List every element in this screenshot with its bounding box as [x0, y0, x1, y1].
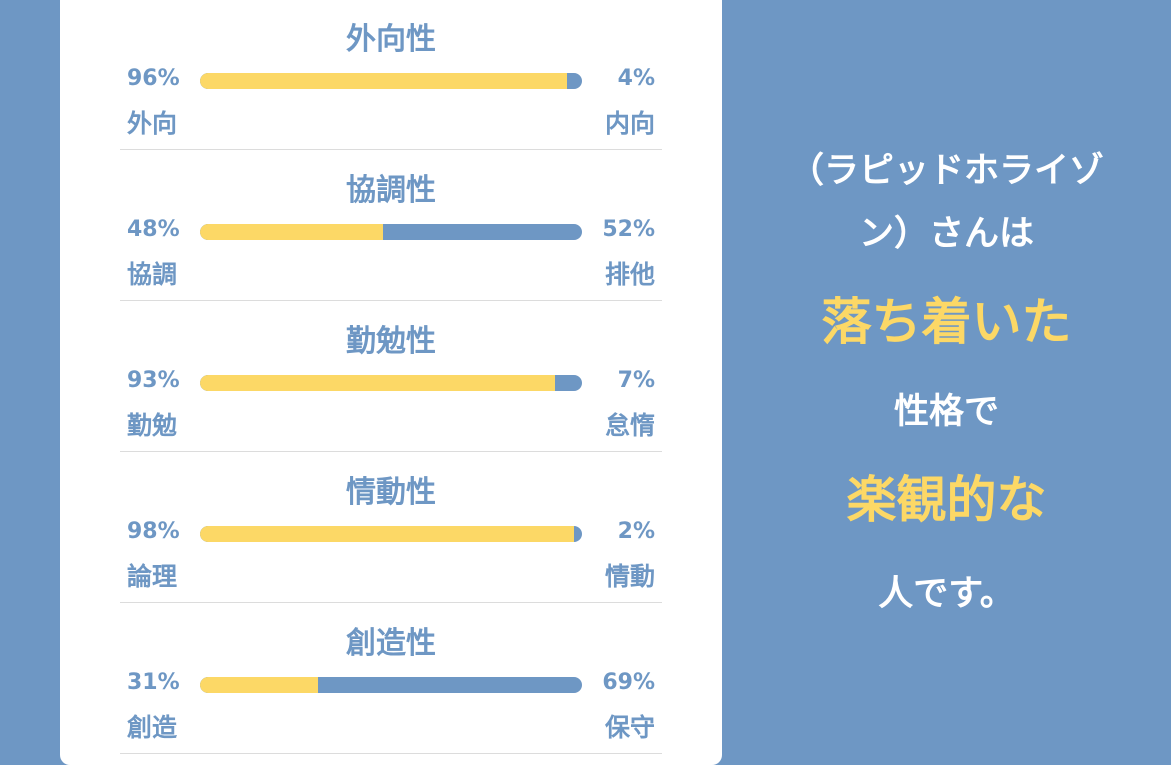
right-percent: 4% — [617, 66, 655, 91]
trait-bar-fill — [200, 375, 556, 391]
right-percent: 2% — [617, 519, 655, 544]
right-label: 保守 — [604, 713, 655, 742]
trait-extraversion: 外向性 96% 4% 外向 内向 — [120, 0, 662, 150]
divider — [120, 300, 662, 301]
name-line-2: ン）さんは — [858, 214, 1034, 254]
left-percent: 98% — [127, 519, 180, 544]
right-percent: 52% — [602, 217, 655, 242]
right-label: 排他 — [604, 260, 655, 289]
trait-bar — [200, 73, 582, 89]
trait-title: 情動性 — [346, 475, 436, 510]
trait-bar — [200, 677, 582, 693]
trait-bar-fill — [200, 526, 575, 542]
trait-bar — [200, 224, 582, 240]
trait-title: 勤勉性 — [346, 324, 436, 359]
left-label: 創造 — [127, 713, 178, 742]
connector-text: 性格で — [893, 392, 999, 432]
left-percent: 93% — [127, 368, 180, 393]
left-label: 勤勉 — [127, 411, 178, 440]
trait-bar-fill — [200, 224, 384, 240]
ending-text: 人です。 — [878, 574, 1015, 614]
right-label: 内向 — [604, 109, 655, 138]
trait-title: 外向性 — [346, 22, 436, 57]
trait-highlight-2: 楽観的な — [846, 471, 1047, 529]
right-label: 怠惰 — [604, 411, 655, 440]
trait-conscientiousness: 勤勉性 93% 7% 勤勉 怠惰 — [120, 302, 662, 452]
left-percent: 96% — [127, 66, 180, 91]
right-percent: 69% — [602, 670, 655, 695]
summary-panel: （ラピッドホライゾ ン）さんは 落ち着いた 性格で 楽観的な 人です。 — [722, 0, 1171, 765]
left-label: 協調 — [127, 260, 178, 289]
left-label: 論理 — [127, 562, 178, 591]
left-label: 外向 — [127, 109, 178, 138]
trait-title: 創造性 — [346, 626, 436, 661]
divider — [120, 602, 662, 603]
trait-bar — [200, 526, 582, 542]
left-percent: 48% — [127, 217, 180, 242]
result-card: 外向性 96% 4% 外向 内向 協調性 48% 52% 協調 排他 勤勉性 9… — [60, 0, 722, 765]
right-percent: 7% — [617, 368, 655, 393]
right-label: 情動 — [604, 562, 655, 591]
left-percent: 31% — [127, 670, 180, 695]
trait-bar-fill — [200, 73, 567, 89]
trait-bar — [200, 375, 582, 391]
trait-highlight-1: 落ち着いた — [821, 293, 1072, 351]
trait-agreeableness: 協調性 48% 52% 協調 排他 — [120, 151, 662, 301]
name-line-1: （ラピッドホライゾ — [788, 151, 1104, 191]
divider — [120, 753, 662, 754]
divider — [120, 149, 662, 150]
trait-emotionality: 情動性 98% 2% 論理 情動 — [120, 453, 662, 603]
trait-bar-fill — [200, 677, 319, 693]
divider — [120, 451, 662, 452]
trait-creativity: 創造性 31% 69% 創造 保守 — [120, 604, 662, 754]
trait-title: 協調性 — [346, 173, 436, 208]
